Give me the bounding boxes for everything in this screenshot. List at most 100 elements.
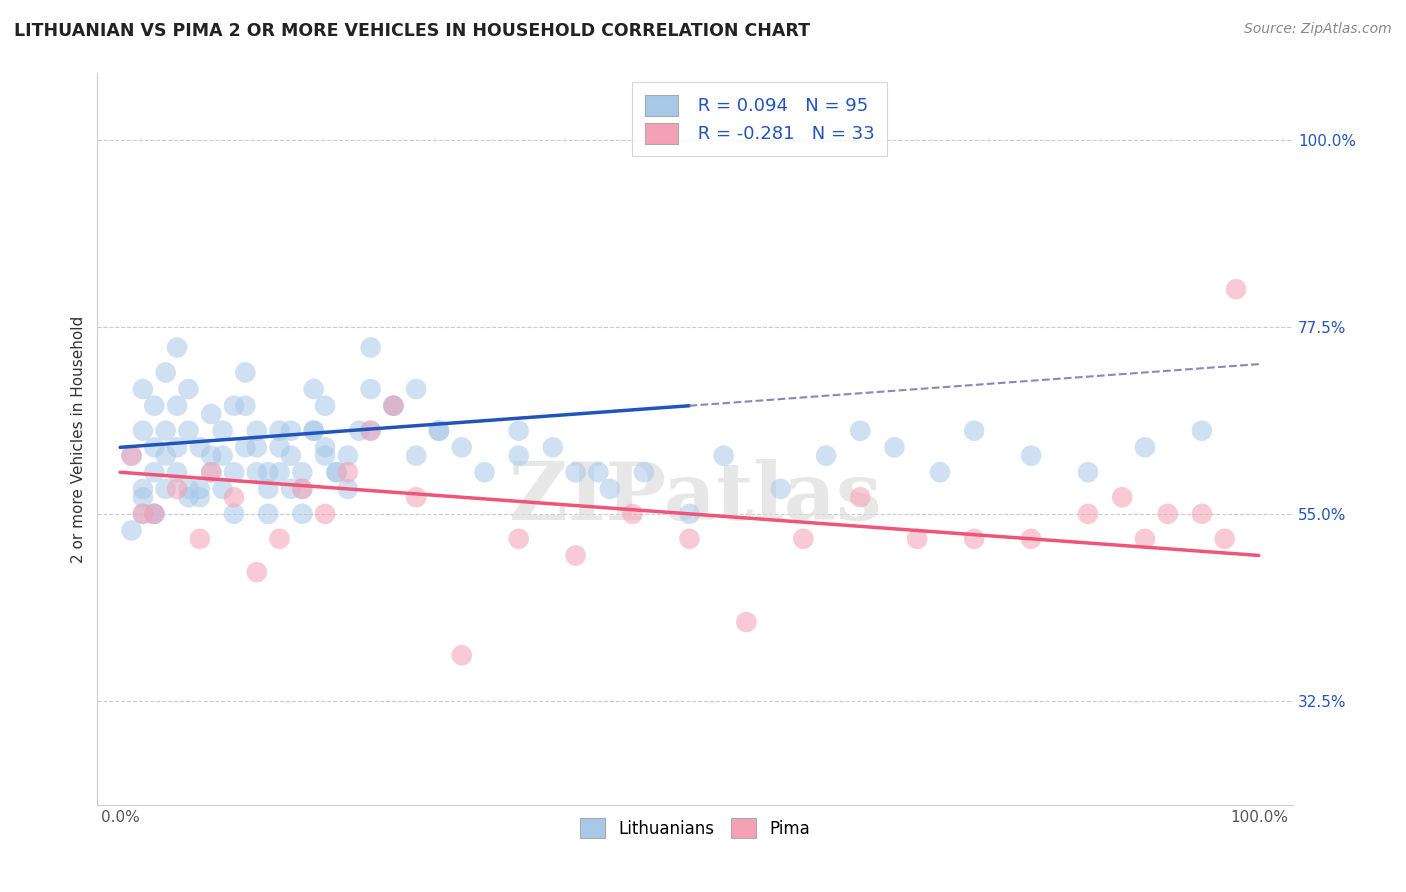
Point (177, 482, 200, 496)
Point (929, 465, 952, 479)
Point (188, 490, 211, 504)
Point (222, 465, 245, 479)
Point (1191, 424, 1213, 438)
Point (541, 440, 564, 454)
Point (291, 482, 314, 496)
Point (325, 465, 347, 479)
Point (963, 424, 986, 438)
Point (1019, 532, 1042, 546)
Point (200, 449, 222, 463)
Point (302, 424, 325, 438)
Point (1077, 507, 1099, 521)
Point (302, 382, 325, 396)
Point (599, 482, 621, 496)
Point (246, 465, 269, 479)
Point (314, 507, 336, 521)
Point (1133, 532, 1156, 546)
Point (678, 507, 700, 521)
Point (155, 449, 177, 463)
Point (143, 507, 166, 521)
Point (450, 440, 472, 454)
Point (269, 424, 291, 438)
Point (336, 465, 359, 479)
Point (314, 440, 336, 454)
Point (188, 482, 211, 496)
Point (269, 532, 291, 546)
Text: LITHUANIAN VS PIMA 2 OR MORE VEHICLES IN HOUSEHOLD CORRELATION CHART: LITHUANIAN VS PIMA 2 OR MORE VEHICLES IN… (14, 22, 810, 40)
Point (1225, 282, 1247, 296)
Text: ZIPatlas: ZIPatlas (509, 458, 882, 537)
Point (166, 465, 188, 479)
Point (132, 382, 155, 396)
Point (360, 382, 382, 396)
Point (235, 366, 257, 380)
Point (143, 507, 166, 521)
Point (621, 507, 644, 521)
Point (132, 507, 155, 521)
Point (564, 465, 586, 479)
Point (508, 449, 530, 463)
Point (222, 399, 245, 413)
Point (349, 424, 371, 438)
Point (246, 440, 269, 454)
Point (588, 465, 610, 479)
Point (246, 424, 269, 438)
Point (336, 482, 359, 496)
Point (1111, 490, 1133, 504)
Point (508, 424, 530, 438)
Point (735, 615, 758, 629)
Point (849, 424, 872, 438)
Point (269, 440, 291, 454)
Point (257, 507, 280, 521)
Point (143, 399, 166, 413)
Point (280, 449, 302, 463)
Point (325, 465, 347, 479)
Point (235, 440, 257, 454)
Text: Source: ZipAtlas.com: Source: ZipAtlas.com (1244, 22, 1392, 37)
Point (405, 490, 427, 504)
Point (713, 449, 735, 463)
Point (474, 465, 496, 479)
Point (382, 399, 405, 413)
Point (450, 648, 472, 663)
Point (1157, 507, 1180, 521)
Point (132, 490, 155, 504)
Point (314, 399, 336, 413)
Point (382, 399, 405, 413)
Point (211, 449, 233, 463)
Point (314, 449, 336, 463)
Point (963, 532, 986, 546)
Point (336, 449, 359, 463)
Point (633, 465, 655, 479)
Point (508, 532, 530, 546)
Point (815, 449, 838, 463)
Point (166, 440, 188, 454)
Point (177, 490, 200, 504)
Point (177, 382, 200, 396)
Point (121, 524, 143, 538)
Point (235, 399, 257, 413)
Point (200, 465, 222, 479)
Point (405, 382, 427, 396)
Point (769, 482, 792, 496)
Point (143, 465, 166, 479)
Point (1133, 440, 1156, 454)
Point (200, 465, 222, 479)
Point (121, 449, 143, 463)
Point (257, 482, 280, 496)
Point (132, 482, 155, 496)
Point (360, 424, 382, 438)
Point (143, 440, 166, 454)
Point (405, 449, 427, 463)
Y-axis label: 2 or more Vehicles in Household: 2 or more Vehicles in Household (72, 316, 86, 563)
Point (222, 507, 245, 521)
Point (792, 532, 814, 546)
Point (360, 341, 382, 355)
Point (166, 482, 188, 496)
Point (155, 366, 177, 380)
Point (166, 341, 188, 355)
Point (291, 482, 314, 496)
Point (211, 424, 233, 438)
Point (211, 482, 233, 496)
Point (280, 424, 302, 438)
